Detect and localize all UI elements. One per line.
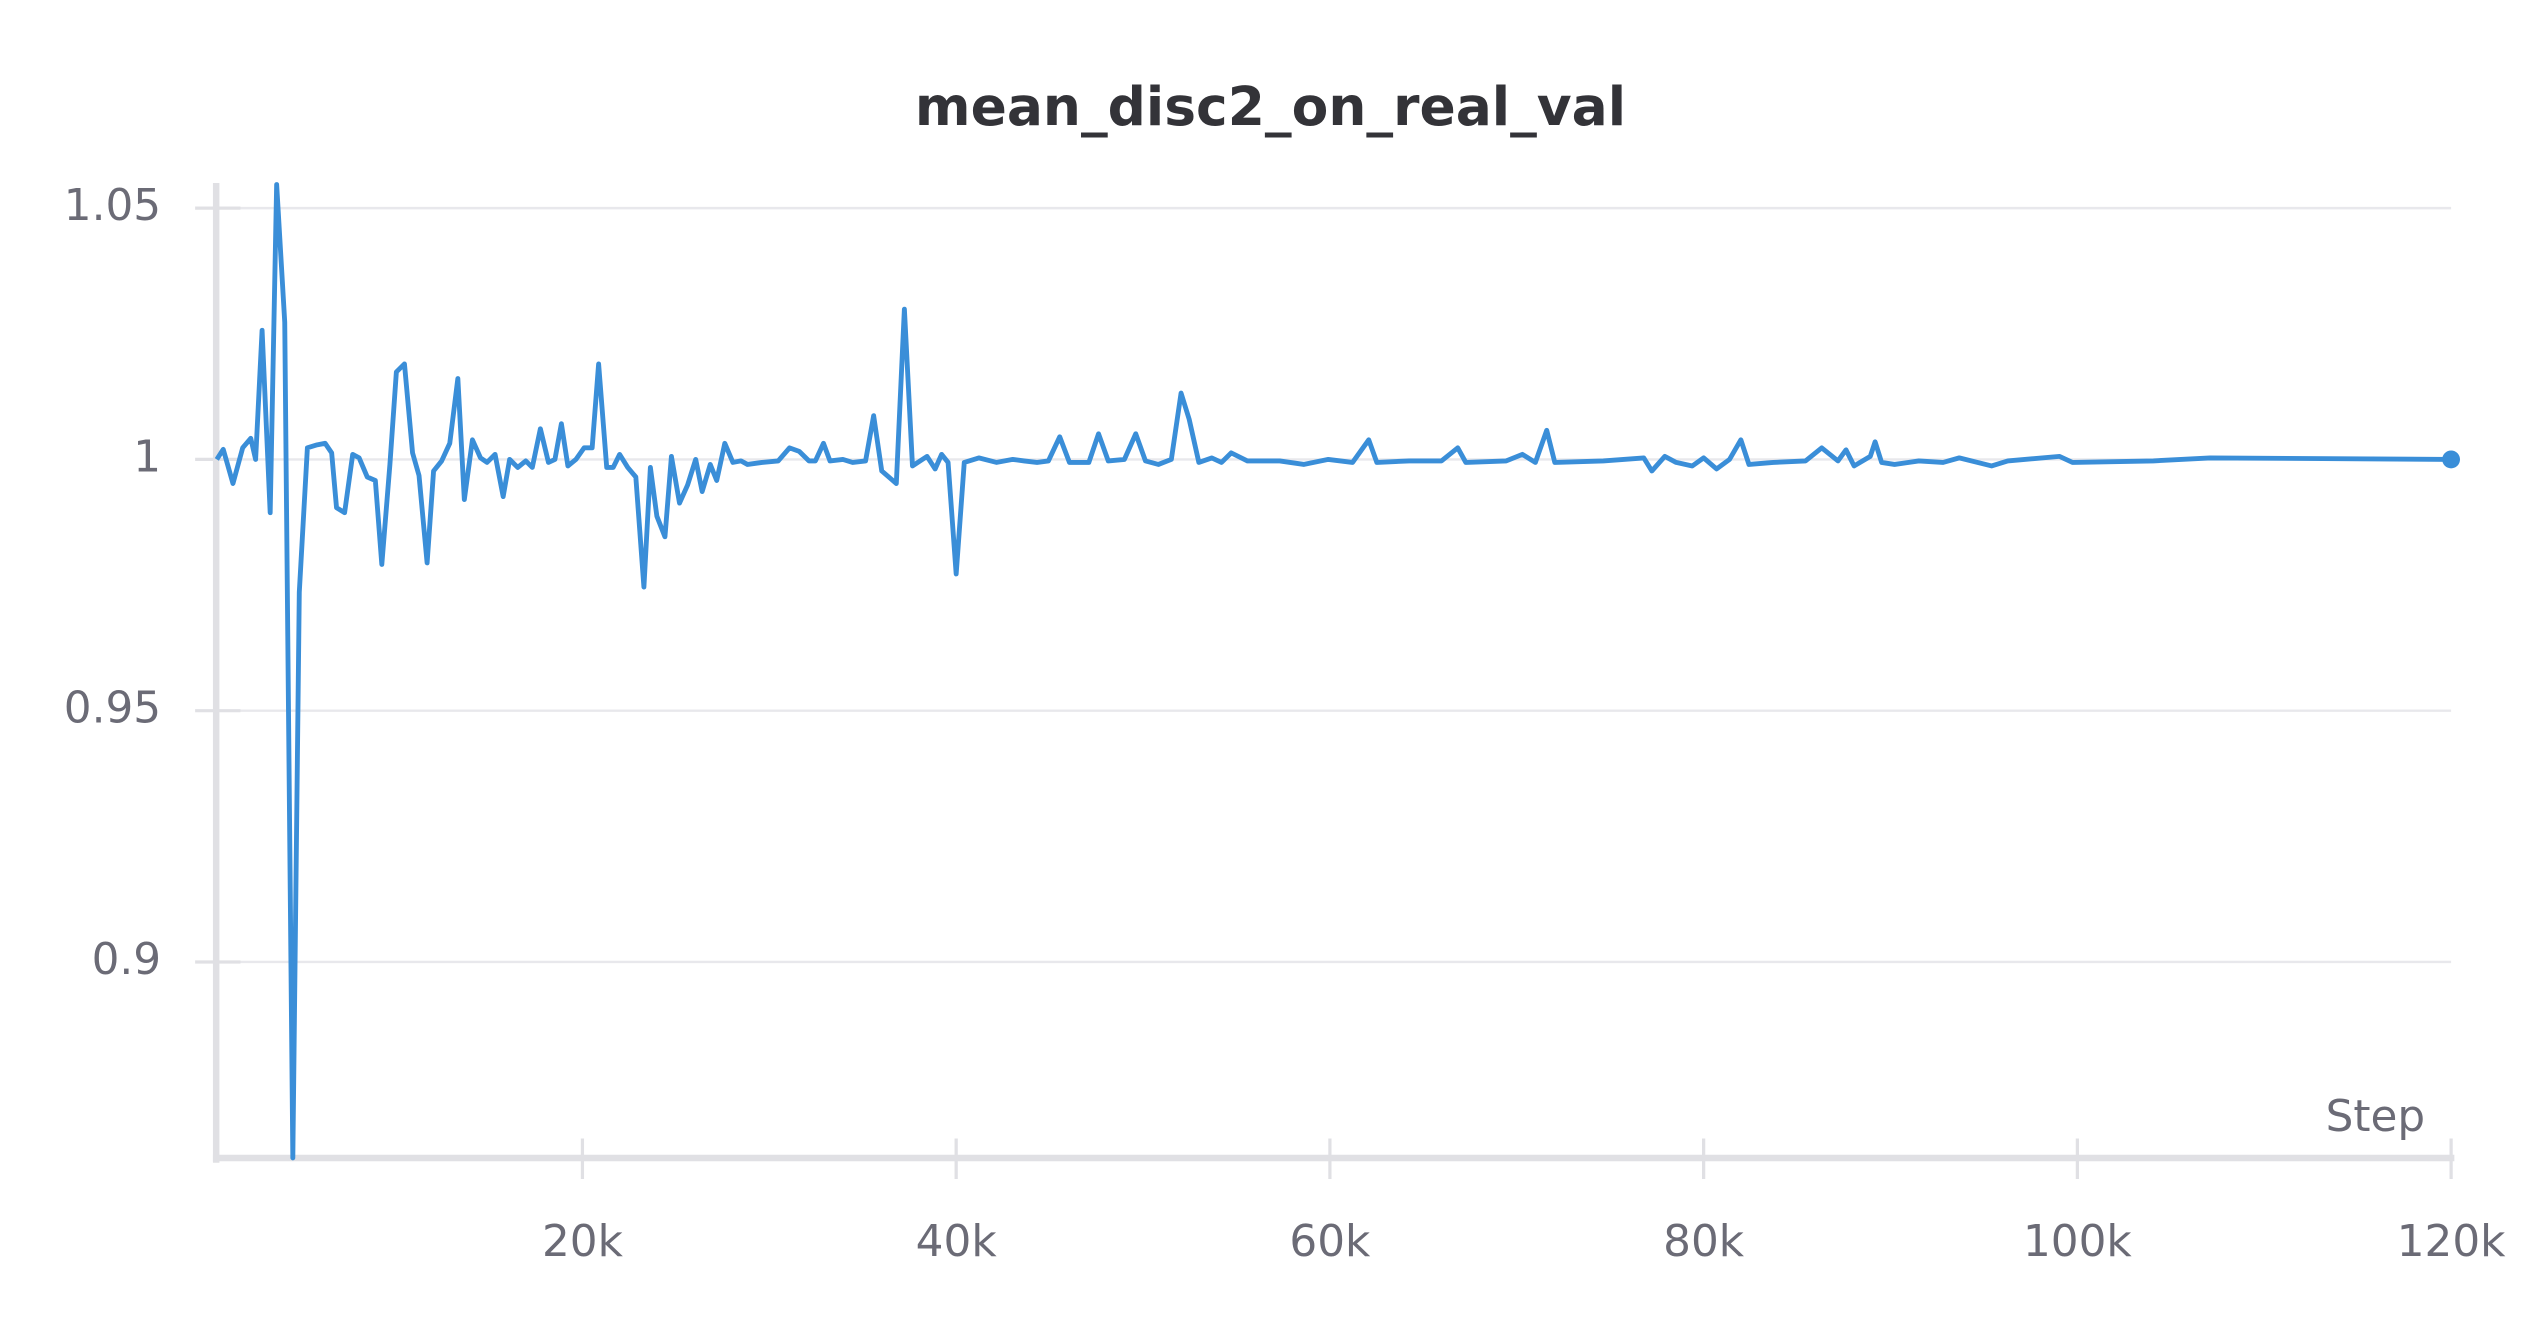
- y-tick-label: 1: [133, 431, 161, 482]
- x-tick-label: 80k: [1663, 1216, 1745, 1267]
- x-tick-label: 120k: [2397, 1216, 2506, 1267]
- x-tick-label: 100k: [2023, 1216, 2132, 1267]
- x-tick-label: 40k: [916, 1216, 998, 1267]
- chart-title: mean_disc2_on_real_val: [915, 75, 1626, 138]
- data-line: [214, 182, 2452, 1161]
- x-tick-label: 20k: [542, 1216, 624, 1267]
- x-tick-label: 60k: [1289, 1216, 1371, 1267]
- y-tick-label: 0.95: [64, 683, 161, 734]
- y-tick-label: 0.9: [92, 934, 162, 985]
- x-axis-label: Step: [2326, 1091, 2426, 1142]
- end-point: [2442, 450, 2461, 469]
- y-tick-label: 1.05: [64, 180, 161, 231]
